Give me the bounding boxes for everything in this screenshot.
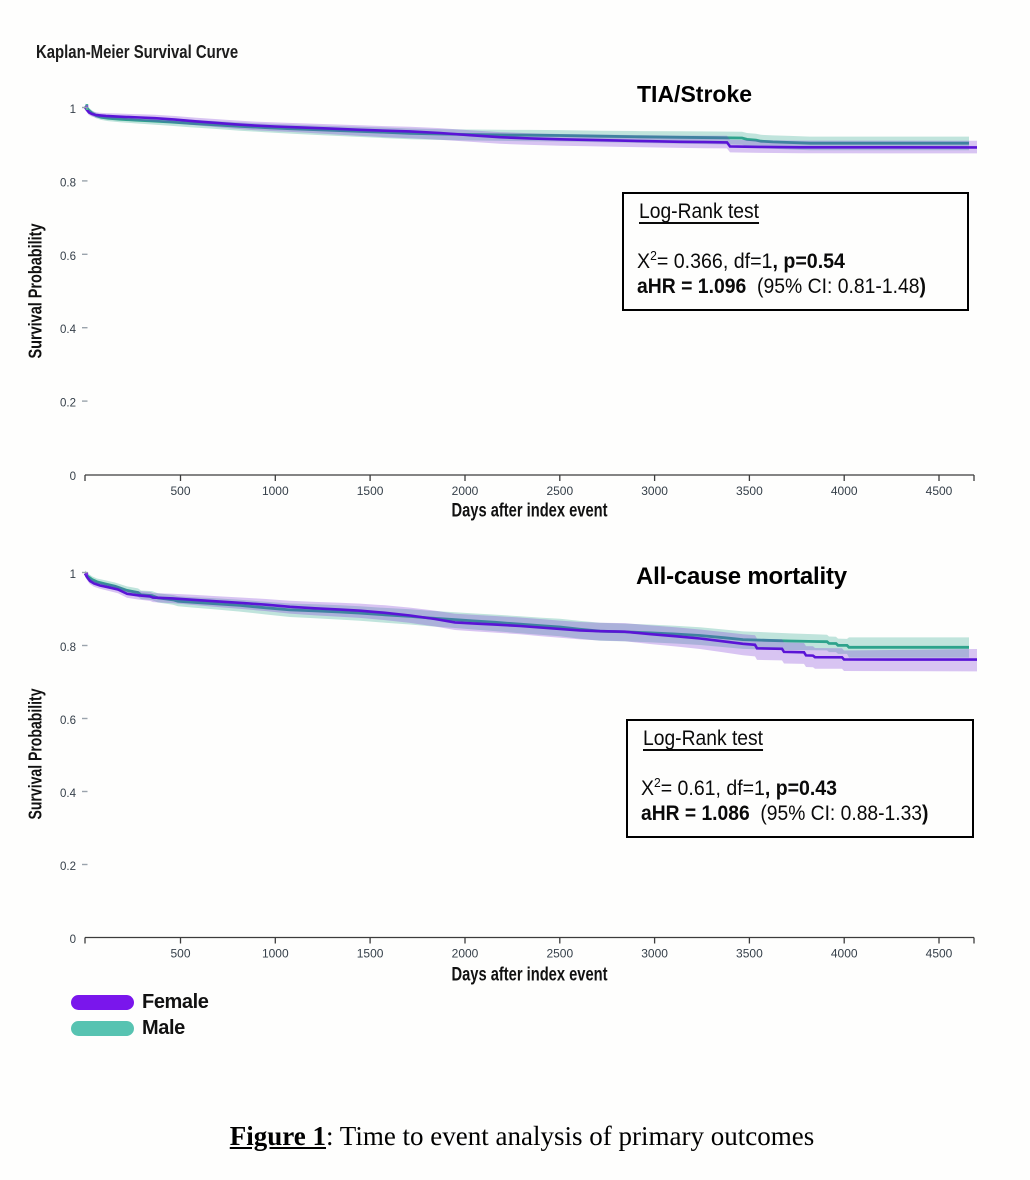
svg-text:0.4: 0.4 [60,788,77,800]
svg-text:0.2: 0.2 [60,398,76,410]
svg-text:Survival Probability: Survival Probability [26,224,46,359]
svg-text:0.2: 0.2 [60,861,76,873]
svg-text:1500: 1500 [357,947,384,961]
svg-text:2500: 2500 [546,947,573,961]
svg-text:0.6: 0.6 [60,251,76,263]
svg-text:1000: 1000 [262,947,289,961]
svg-text:0.4: 0.4 [60,324,77,336]
svg-text:Days after index event: Days after index event [452,501,609,522]
svg-text:3500: 3500 [736,484,763,498]
svg-text:4000: 4000 [831,947,858,961]
svg-text:4500: 4500 [926,484,953,498]
svg-text:3500: 3500 [736,947,763,961]
svg-text:0: 0 [70,934,76,946]
svg-text:0.8: 0.8 [60,177,76,189]
svg-text:1500: 1500 [357,484,384,498]
svg-text:3000: 3000 [641,484,668,498]
svg-text:2000: 2000 [452,484,479,498]
svg-text:4000: 4000 [831,484,858,498]
svg-text:500: 500 [170,947,190,961]
svg-text:1: 1 [70,104,76,116]
svg-text:Days after index event: Days after index event [452,965,609,986]
svg-text:3000: 3000 [641,947,668,961]
svg-text:2500: 2500 [546,484,573,498]
svg-text:Survival Probability: Survival Probability [26,689,46,820]
svg-text:1: 1 [70,569,76,581]
svg-text:0.6: 0.6 [60,715,76,727]
svg-text:500: 500 [170,484,190,498]
svg-text:4500: 4500 [926,947,953,961]
svg-text:2000: 2000 [452,947,479,961]
svg-text:0: 0 [70,471,76,483]
svg-text:1000: 1000 [262,484,289,498]
svg-text:0.8: 0.8 [60,642,76,654]
